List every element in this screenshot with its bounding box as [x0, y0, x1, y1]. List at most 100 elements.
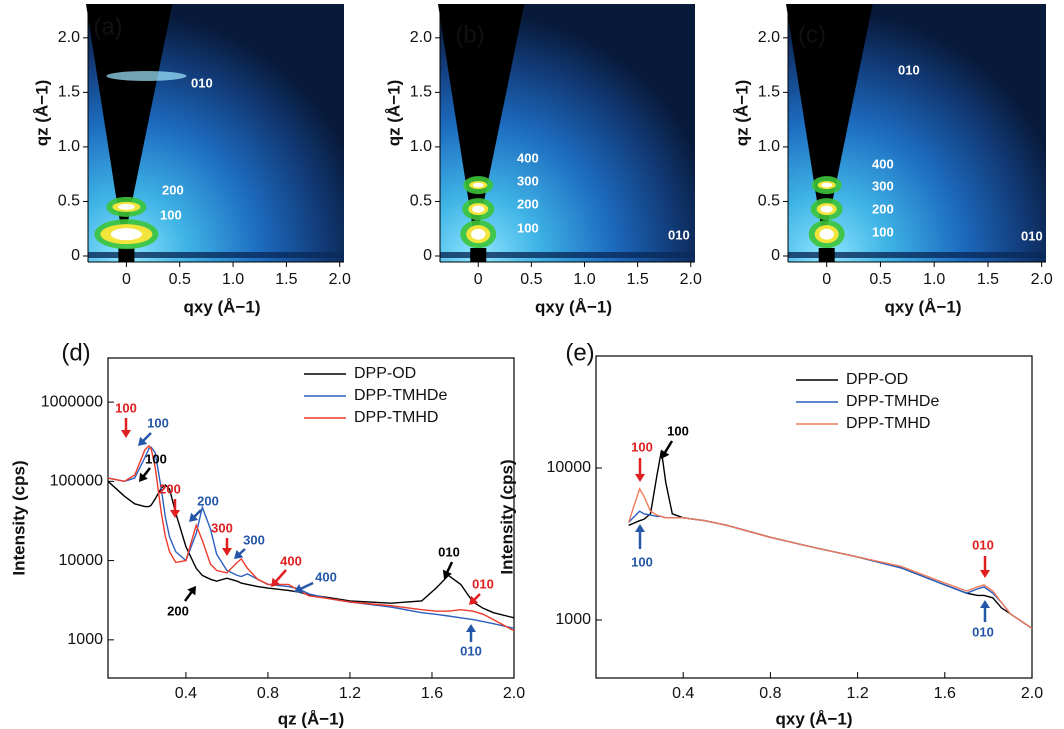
arrow-head	[121, 430, 131, 438]
x-tick-label: 0	[122, 271, 131, 288]
y-tick-label: 0	[423, 247, 432, 264]
x-tick-label: 1.6	[421, 685, 443, 702]
panel-label: (c)	[798, 21, 826, 48]
peak-annotation: 300	[243, 532, 265, 547]
x-tick-label: 2.0	[1031, 271, 1053, 288]
x-tick-label: 2.0	[503, 685, 525, 702]
y-tick-label: 1000000	[41, 393, 103, 410]
arrow-head	[469, 595, 479, 605]
peak-label: 300	[872, 178, 894, 193]
y-tick-label: 1.0	[410, 138, 432, 155]
x-tick-label: 1.2	[339, 685, 361, 702]
arrow-head	[466, 624, 476, 632]
peak-annotation: 100	[631, 439, 653, 454]
x-tick-label: 1.5	[977, 271, 999, 288]
peak-annotation: 010	[972, 624, 994, 639]
arrow-head	[139, 472, 148, 482]
y-tick-label: 10000	[547, 459, 592, 476]
diffraction-ring	[110, 228, 142, 241]
data-line	[107, 446, 515, 629]
y-tick-label: 10000	[59, 552, 104, 569]
plot-frame	[595, 355, 1033, 679]
y-tick-label: 0	[771, 247, 780, 264]
legend-label: DPP-OD	[846, 371, 908, 388]
diffraction-ring	[820, 205, 833, 213]
diffraction-ring	[472, 182, 484, 188]
arrow-head	[234, 549, 244, 559]
arrow-head	[170, 510, 180, 518]
diffraction-ring	[819, 228, 834, 240]
x-tick-label: 2.0	[1021, 685, 1043, 702]
peak-label: 400	[517, 150, 539, 165]
x-tick-label: 0.8	[759, 685, 781, 702]
x-tick-label: 0.5	[520, 271, 542, 288]
x-tick-label: 0.5	[169, 271, 191, 288]
x-tick-label: 1.0	[573, 271, 595, 288]
peak-label: 200	[162, 182, 184, 197]
peak-annotation: 100	[147, 415, 169, 430]
legend-label: DPP-TMHD	[354, 409, 438, 426]
legend-label: DPP-TMHD	[846, 415, 930, 432]
beamstop	[470, 248, 487, 262]
y-tick-label: 0.5	[58, 193, 80, 210]
peak-label: 100	[517, 220, 539, 235]
missing-wedge	[86, 4, 173, 244]
legend-label: DPP-TMHDe	[354, 387, 447, 404]
x-tick-label: 1.2	[846, 685, 868, 702]
missing-wedge	[786, 4, 873, 244]
horizon	[788, 252, 1046, 258]
peak-annotation: 200	[167, 603, 189, 618]
peak-annotation: 400	[315, 569, 337, 584]
x-axis-label: qxy (Å−1)	[535, 297, 612, 316]
peak-annotation: 100	[115, 400, 137, 415]
diffraction-ring	[821, 182, 833, 188]
x-tick-label: 2.0	[680, 271, 702, 288]
arrow-head	[980, 600, 990, 608]
y-tick-label: 1.5	[758, 84, 780, 101]
arrow-head	[635, 524, 645, 532]
peak-label: 100	[872, 224, 894, 239]
y-tick-label: 0	[71, 247, 80, 264]
arrow-head	[271, 577, 281, 587]
arrow-head	[222, 548, 232, 556]
panel-label: (a)	[93, 13, 122, 40]
missing-wedge	[438, 4, 525, 244]
x-tick-label: 0.4	[175, 685, 197, 702]
y-tick-label: 1.5	[410, 84, 432, 101]
peak-annotation: 200	[159, 481, 181, 496]
peak-label: 400	[872, 156, 894, 171]
beamstop	[118, 248, 135, 262]
x-tick-label: 1.6	[934, 685, 956, 702]
peak-annotation: 010	[460, 643, 482, 658]
y-tick-label: 1.5	[58, 84, 80, 101]
legend-label: DPP-TMHDe	[846, 393, 939, 410]
y-axis-label: qz (Å−1)	[32, 80, 51, 147]
y-tick-label: 2.0	[758, 29, 780, 46]
y-tick-label: 1.0	[758, 138, 780, 155]
x-tick-label: 0.8	[257, 685, 279, 702]
peak-annotation: 100	[145, 451, 167, 466]
arrow-head	[138, 436, 148, 446]
x-tick-label: 1.5	[275, 271, 297, 288]
panel-label: (d)	[61, 339, 90, 366]
diffraction-ring	[471, 228, 486, 240]
panel-label: (e)	[565, 339, 594, 366]
arrow-head	[187, 586, 196, 596]
y-axis-label: qz (Å−1)	[732, 80, 751, 147]
peak-label: 200	[517, 196, 539, 211]
panel-label: (b)	[455, 21, 484, 48]
peak-annotation: 300	[211, 520, 233, 535]
y-tick-label: 100000	[50, 473, 103, 490]
horizon	[88, 252, 344, 258]
y-axis-label: Intensity (cps)	[497, 459, 516, 574]
beamstop	[818, 248, 835, 262]
y-tick-label: 0.5	[410, 193, 432, 210]
data-line	[628, 510, 1033, 629]
peak-annotation: 100	[631, 554, 653, 569]
x-axis-label: qz (Å−1)	[278, 709, 345, 728]
peak-annotation: 010	[972, 537, 994, 552]
peak-annotation: 100	[667, 423, 689, 438]
arrow-head	[980, 570, 990, 578]
x-tick-label: 0	[474, 271, 483, 288]
peak-label: 010	[668, 227, 690, 242]
